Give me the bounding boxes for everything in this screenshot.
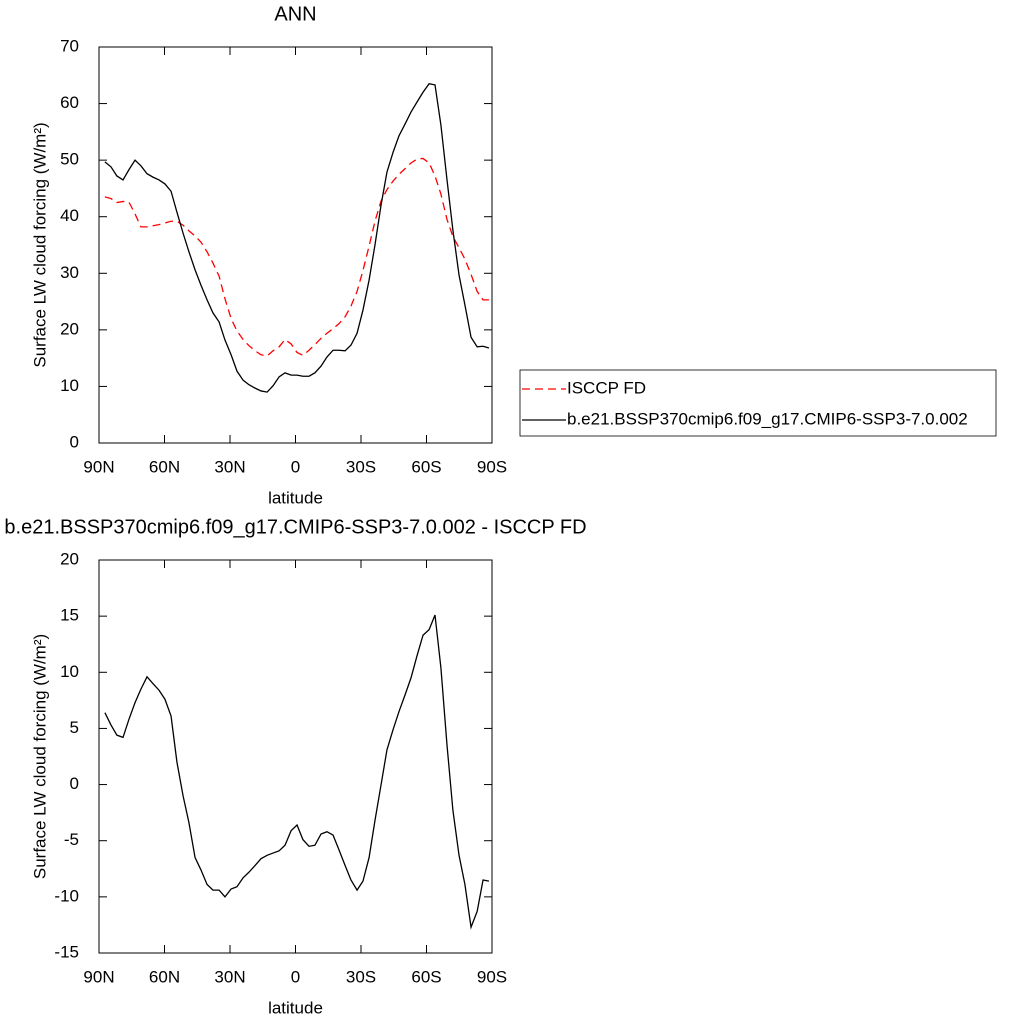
y-tick-label: 40 xyxy=(60,206,79,225)
x-tick-label: 90S xyxy=(477,967,507,986)
data-line xyxy=(104,614,490,930)
chart-title: b.e21.BSSP370cmip6.f09_g17.CMIP6-SSP3-7.… xyxy=(4,516,586,538)
x-tick-label: 30N xyxy=(214,457,245,476)
y-tick-label: 0 xyxy=(70,432,79,451)
x-tick-label: 30S xyxy=(346,457,376,476)
x-tick-label: 90N xyxy=(83,457,114,476)
x-tick-label: 90N xyxy=(83,967,114,986)
legend-label: b.e21.BSSP370cmip6.f09_g17.CMIP6-SSP3-7.… xyxy=(567,409,968,428)
x-tick-label: 30N xyxy=(214,967,245,986)
plot-frame xyxy=(98,559,493,954)
data-line xyxy=(104,157,489,357)
legend-label: ISCCP FD xyxy=(567,378,646,397)
y-tick-label: 30 xyxy=(60,263,79,282)
legend-box xyxy=(519,369,997,437)
y-tick-label: -10 xyxy=(54,886,79,905)
y-tick-label: -15 xyxy=(54,942,79,961)
y-tick-label: 50 xyxy=(60,150,79,169)
y-tick-label: 60 xyxy=(60,93,79,112)
x-tick-label: 90S xyxy=(477,457,507,476)
x-tick-label: 60S xyxy=(411,967,441,986)
x-tick-label: 30S xyxy=(346,967,376,986)
x-axis-label: latitude xyxy=(268,488,323,507)
y-tick-label: 5 xyxy=(70,718,79,737)
x-axis-label: latitude xyxy=(268,998,323,1017)
y-tick-label: 20 xyxy=(60,549,79,568)
data-line xyxy=(104,83,490,393)
x-tick-label: 60S xyxy=(411,457,441,476)
x-tick-label: 60N xyxy=(149,967,180,986)
x-tick-label: 0 xyxy=(291,967,300,986)
x-tick-label: 0 xyxy=(291,457,300,476)
chart-title: ANN xyxy=(274,3,316,25)
x-tick-label: 60N xyxy=(149,457,180,476)
y-axis-label: Surface LW cloud forcing (W/m²) xyxy=(30,634,49,879)
y-tick-label: -5 xyxy=(64,830,79,849)
y-tick-label: 20 xyxy=(60,319,79,338)
y-tick-label: 0 xyxy=(70,774,79,793)
y-axis-label: Surface LW cloud forcing (W/m²) xyxy=(30,122,49,367)
plot-frame xyxy=(98,46,493,444)
y-tick-label: 15 xyxy=(60,606,79,625)
y-tick-label: 10 xyxy=(60,662,79,681)
y-tick-label: 70 xyxy=(60,36,79,55)
y-tick-label: 10 xyxy=(60,376,79,395)
